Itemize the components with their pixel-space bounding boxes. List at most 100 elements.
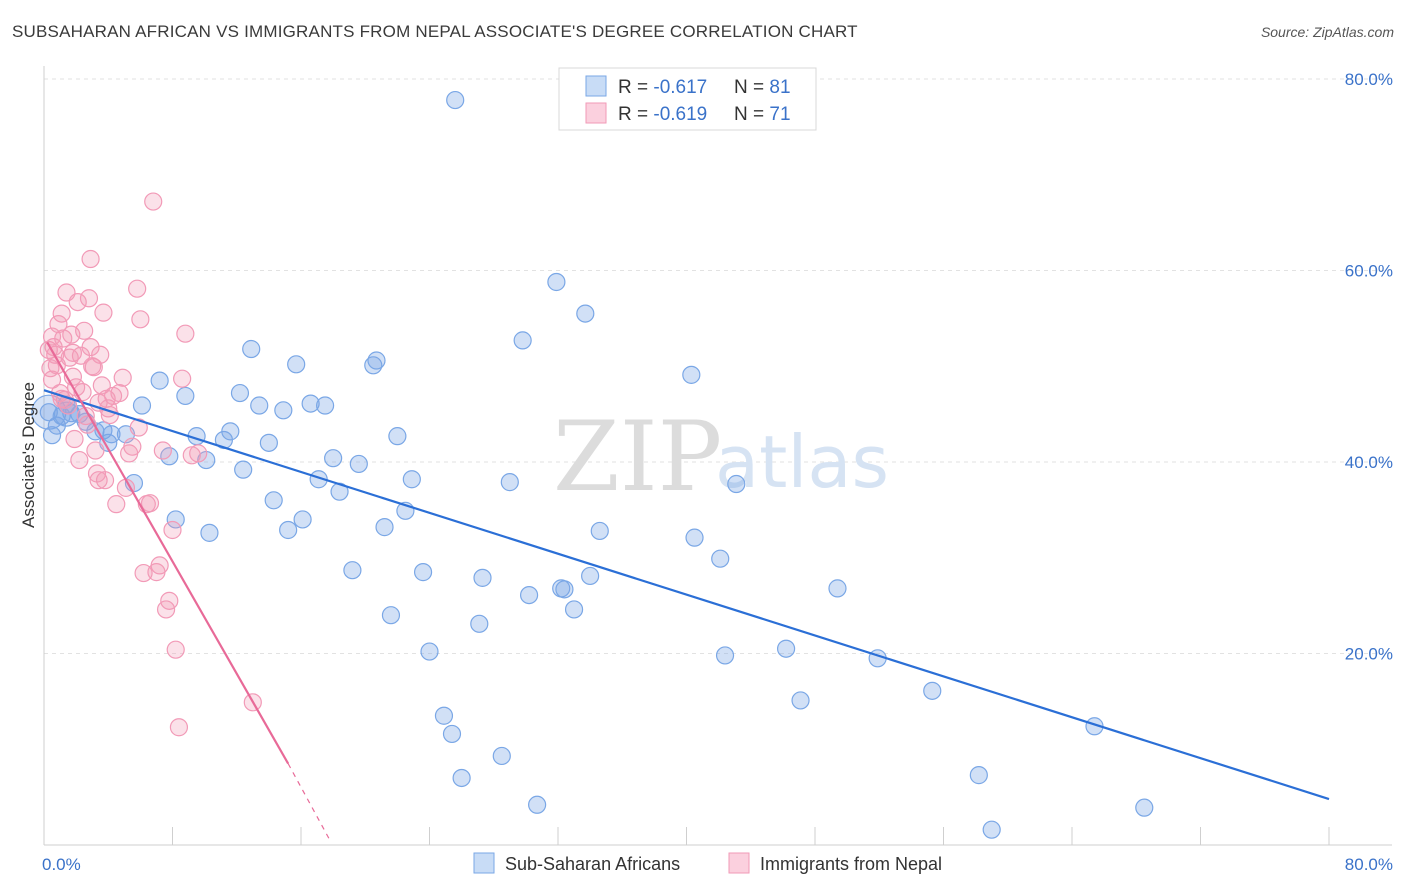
data-point-sub-saharan [343,561,362,580]
bottom-legend-swatch-pink [728,852,750,874]
trend-line-nepal [46,341,290,765]
data-point-nepal [160,591,179,610]
svg-text:N = 71: N = 71 [734,104,791,125]
y-tick-labels: 20.0% 40.0% 60.0% 80.0% [1345,70,1393,664]
data-point-sub-saharan [555,580,574,599]
data-point-nepal [65,429,84,449]
data-point-sub-saharan [519,585,539,605]
data-point-sub-saharan [413,563,433,582]
data-point-nepal [86,441,105,460]
svg-text:R = -0.617: R = -0.617 [618,77,707,98]
data-point-sub-saharan [293,510,312,529]
data-point-nepal [144,192,163,211]
svg-text:R = -0.619: R = -0.619 [618,104,707,125]
legend-r-label-2: R = [618,104,653,125]
y-tick-label: 40.0% [1345,453,1393,472]
bottom-legend-label-pink: Immigrants from Nepal [760,854,942,874]
data-point-nepal [128,279,147,298]
data-point-sub-saharan [259,433,278,452]
data-point-sub-saharan [791,691,810,710]
legend-box: R = -0.617 N = 81 R = -0.619 N = 71 [558,67,817,131]
data-point-sub-saharan [176,386,195,406]
x-tick-label: 80.0% [1345,855,1393,874]
trend-line-sub-saharan [43,389,1330,801]
grid-lines [44,78,1390,654]
data-point-sub-saharan [528,795,547,814]
data-point-nepal [95,471,115,490]
bottom-legend: Sub-Saharan Africans Immigrants from Nep… [473,852,942,874]
data-point-sub-saharan [402,470,421,489]
legend-n-value-1: 81 [769,77,790,98]
y-axis-label: Associate's Degree [19,382,38,528]
data-point-sub-saharan [923,681,942,700]
data-point-sub-saharan [473,568,492,587]
data-point-sub-saharan [166,510,185,529]
data-point-sub-saharan [264,491,283,510]
data-point-nepal [182,446,201,465]
data-point-nepal [81,338,100,357]
bottom-legend-swatch-blue [473,852,495,874]
data-point-sub-saharan [420,642,439,661]
data-point-sub-saharan [324,449,343,468]
data-point-nepal [68,292,87,312]
data-point-sub-saharan [287,355,306,374]
data-point-nepal [140,494,160,513]
data-point-sub-saharan [452,768,471,788]
data-point-sub-saharan [375,518,394,537]
data-point-nepal [169,718,189,737]
data-point-sub-saharan [581,566,600,586]
data-point-sub-saharan [367,351,386,370]
data-point-sub-saharan [274,401,293,420]
data-point-sub-saharan [42,426,62,445]
data-point-sub-saharan [969,766,988,785]
data-point-sub-saharan [513,331,532,350]
legend-r-value-2: -0.619 [653,104,707,125]
watermark-atlas: atlas [715,420,889,504]
data-point-nepal [70,450,89,470]
data-point-nepal [91,345,110,364]
data-point-nepal [189,444,208,463]
data-point-nepal [79,289,99,308]
legend-r-label-1: R = [618,77,653,98]
data-point-nepal [94,303,113,322]
legend-n-label-2: N = [734,104,769,125]
data-point-sub-saharan [234,460,253,479]
chart-title: SUBSAHARAN AFRICAN VS IMMIGRANTS FROM NE… [12,22,858,41]
data-point-sub-saharan [279,520,298,540]
data-point-sub-saharan [470,614,489,633]
data-point-sub-saharan [242,339,261,359]
legend-n-value-2: 71 [769,104,790,125]
data-point-sub-saharan [711,549,730,568]
data-point-nepal [63,343,83,362]
data-point-nepal [49,315,68,334]
data-point-sub-saharan [434,706,454,725]
data-point-sub-saharan [230,383,250,403]
data-point-nepal [163,520,182,540]
data-point-sub-saharan [982,820,1001,839]
data-point-nepal [52,304,71,323]
data-point-sub-saharan [776,639,796,658]
data-point-sub-saharan [1135,798,1154,817]
data-point-sub-saharan [221,422,240,441]
data-point-sub-saharan [446,90,465,110]
data-point-sub-saharan [301,394,320,413]
legend-n-label-1: N = [734,77,769,98]
data-point-sub-saharan [727,474,746,494]
data-point-sub-saharan [590,521,609,541]
data-point-sub-saharan [715,646,735,665]
x-tick-label: 0.0% [42,855,81,874]
data-point-nepal [92,376,111,395]
y-tick-label: 60.0% [1345,262,1393,281]
data-point-nepal [153,441,172,460]
trend-line-nepal-extension [287,763,331,841]
data-point-nepal [129,418,148,437]
data-point-sub-saharan [150,371,169,390]
data-point-sub-saharan [250,396,269,415]
data-point-nepal [89,471,108,490]
data-point-nepal [150,556,169,575]
data-point-nepal [176,324,195,343]
data-point-nepal [110,383,129,403]
data-point-sub-saharan [685,528,704,547]
data-point-sub-saharan [564,600,584,619]
